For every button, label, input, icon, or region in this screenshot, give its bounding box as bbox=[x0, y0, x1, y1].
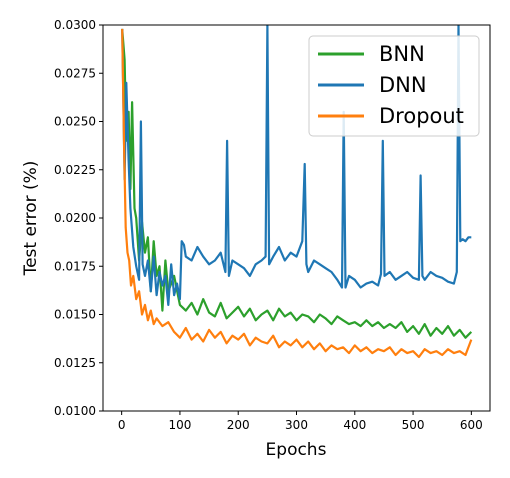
x-tick-label: 300 bbox=[285, 418, 308, 432]
y-tick-label: 0.0275 bbox=[54, 66, 96, 80]
x-tick-label: 0 bbox=[118, 418, 126, 432]
legend-label-dropout: Dropout bbox=[379, 104, 464, 128]
y-axis-label: Test error (%) bbox=[21, 161, 41, 277]
x-tick-label: 500 bbox=[402, 418, 425, 432]
x-tick-label: 100 bbox=[168, 418, 191, 432]
y-axis: 0.0100 0.0125 0.0150 0.0175 0.0200 0.0225 0.02… bbox=[54, 18, 103, 418]
legend-label-bnn: BNN bbox=[379, 42, 425, 66]
x-axis: 0 100 200 300 400 500 600 bbox=[118, 411, 483, 432]
x-tick-label: 600 bbox=[460, 418, 483, 432]
y-tick-label: 0.0125 bbox=[54, 356, 96, 370]
x-tick-label: 400 bbox=[343, 418, 366, 432]
x-tick-label: 200 bbox=[227, 418, 250, 432]
legend: BNN DNN Dropout bbox=[309, 36, 479, 136]
y-tick-label: 0.0175 bbox=[54, 259, 96, 273]
legend-label-dnn: DNN bbox=[379, 73, 427, 97]
y-tick-label: 0.0100 bbox=[54, 404, 96, 418]
x-axis-label: Epochs bbox=[266, 440, 327, 460]
y-tick-label: 0.0200 bbox=[54, 211, 96, 225]
y-tick-label: 0.0225 bbox=[54, 163, 96, 177]
y-tick-label: 0.0250 bbox=[54, 115, 96, 129]
y-tick-label: 0.0300 bbox=[54, 18, 96, 32]
y-tick-label: 0.0150 bbox=[54, 308, 96, 322]
